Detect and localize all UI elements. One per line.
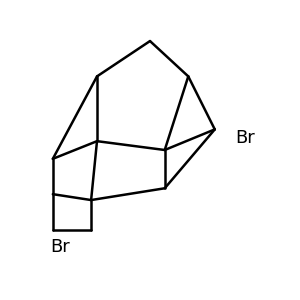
Text: Br: Br: [50, 238, 70, 256]
Text: Br: Br: [236, 129, 255, 147]
